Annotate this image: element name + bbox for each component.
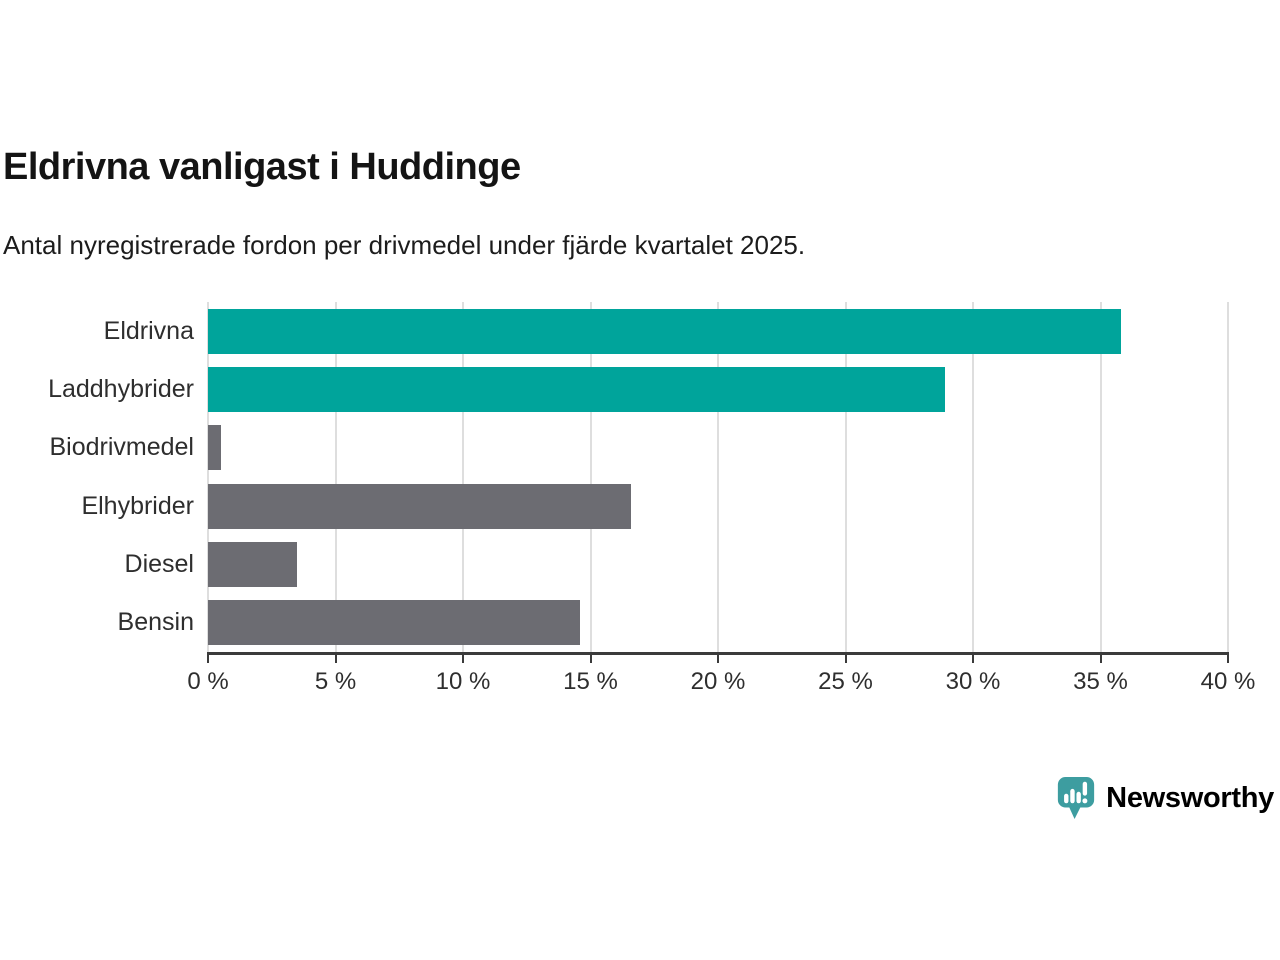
bar-eldrivna: [208, 308, 1121, 354]
category-label-biodrivmedel: Biodrivmedel: [49, 433, 194, 462]
axis-tick: [972, 652, 974, 663]
plot-area: Eldrivna Laddhybrider Biodrivmedel Elhybrid…: [48, 302, 1255, 695]
bar-row: Biodrivmedel: [49, 419, 1228, 477]
bar-elhybrider: [208, 483, 632, 529]
axis-tick: [462, 652, 464, 663]
bar-row: Eldrivna: [104, 302, 1228, 360]
gridline: [1099, 302, 1102, 652]
axis-tick: [1227, 652, 1229, 663]
axis-tick-label: 40 %: [1200, 668, 1256, 695]
category-label-elhybrider: Elhybrider: [81, 491, 194, 520]
axis-tick: [334, 652, 337, 663]
axis-tick-label: 20 %: [690, 668, 746, 695]
gridline: [844, 302, 847, 652]
axis-tick-label: 5 %: [314, 668, 357, 695]
bar-biodrivmedel: [208, 425, 221, 471]
bar-diesel: [208, 541, 298, 587]
axis-tick-label: 30 %: [945, 668, 1001, 695]
gridline: [589, 302, 592, 652]
axis-tick: [717, 652, 719, 663]
gridline: [717, 302, 719, 652]
axis-tick-label: 15 %: [563, 668, 618, 695]
gridline: [462, 302, 464, 652]
category-label-eldrivna: Eldrivna: [103, 316, 194, 345]
gridline: [1227, 302, 1229, 652]
axis-tick-label: 25 %: [818, 668, 873, 695]
axis-tick: [844, 652, 847, 663]
bar-bensin: [208, 600, 581, 646]
axis-tick: [1099, 652, 1102, 663]
axis-tick-label: 10 %: [435, 668, 491, 695]
axis-tick-label: 0 %: [187, 668, 229, 695]
axis-tick-label: 35 %: [1073, 668, 1128, 695]
bar-row: Laddhybrider: [48, 360, 1228, 418]
chart-title: Eldrivna vanligast i Huddinge: [3, 146, 521, 188]
newsworthy-logo-icon: [1058, 777, 1095, 819]
chart-subtitle: Antal nyregistrerade fordon per drivmede…: [3, 230, 806, 260]
axis-tick: [207, 652, 209, 663]
bar-row: Elhybrider: [81, 477, 1228, 535]
axis-tick: [589, 652, 592, 663]
bar-row: Diesel: [125, 535, 1228, 593]
bar-row: Bensin: [118, 594, 1228, 652]
newsworthy-logo: Newsworthy: [1055, 774, 1274, 822]
category-label-diesel: Diesel: [124, 549, 194, 578]
gridline: [334, 302, 337, 652]
bar-laddhybrider: [208, 366, 945, 412]
newsworthy-logo-text: Newsworthy: [1106, 781, 1274, 814]
gridline: [207, 302, 209, 652]
gridline: [972, 302, 974, 652]
category-label-bensin: Bensin: [117, 608, 194, 637]
category-label-laddhybrider: Laddhybrider: [48, 374, 194, 403]
